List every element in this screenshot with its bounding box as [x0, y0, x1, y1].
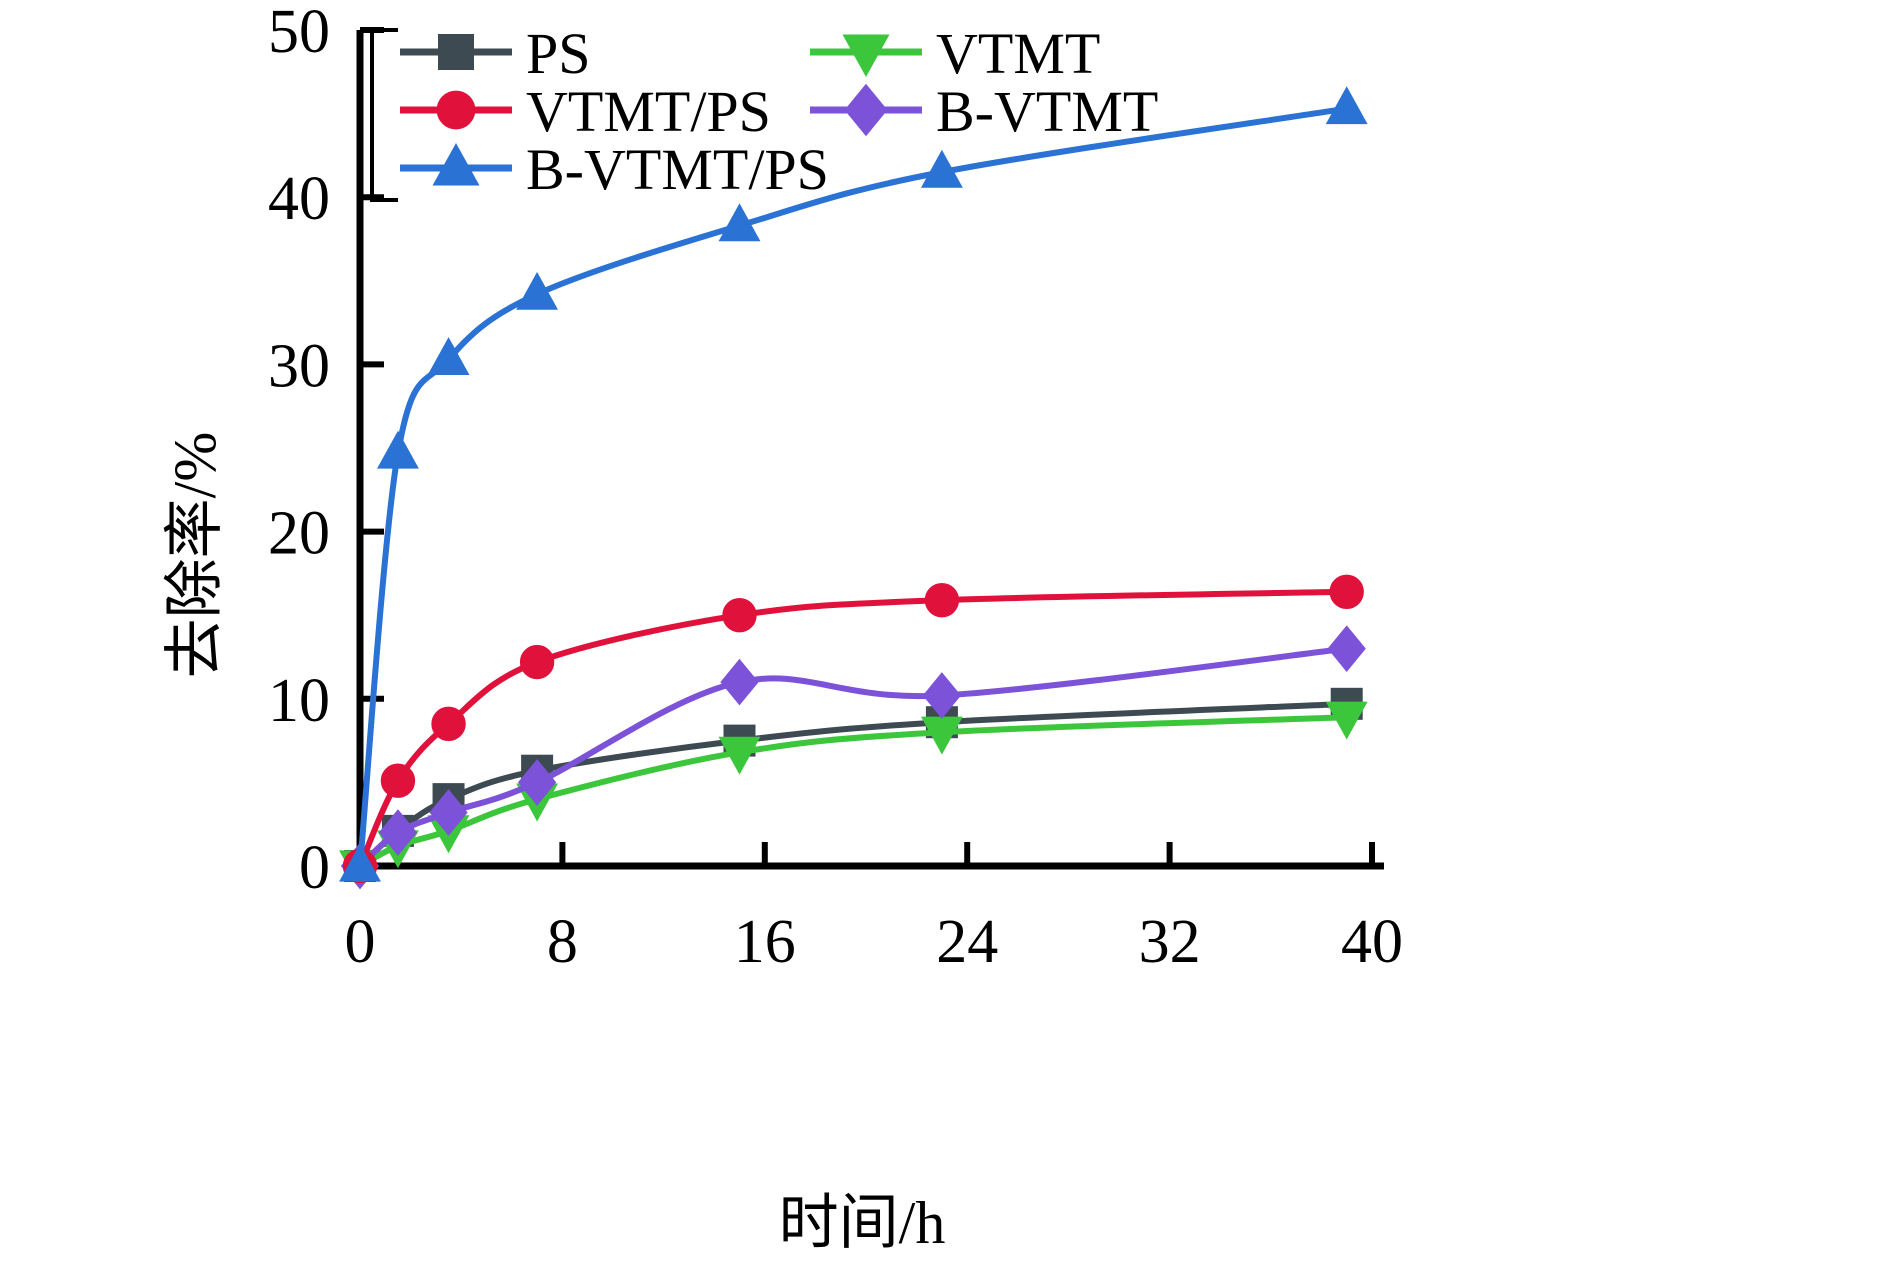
legend-label: B-VTMT [936, 79, 1158, 144]
data-point-triangle-up [377, 430, 419, 469]
data-point-triangle-up [339, 843, 381, 882]
data-point-triangle-up [432, 142, 480, 186]
data-point-square [438, 34, 474, 70]
data-point-circle [722, 598, 757, 633]
x-tick-label: 8 [547, 908, 578, 976]
legend-label: VTMT/PS [526, 79, 771, 144]
series-line [357, 714, 1350, 869]
legend-label: B-VTMT/PS [526, 137, 829, 202]
data-point-diamond [720, 658, 759, 706]
legend-bracket [370, 28, 398, 202]
data-point-circle [1329, 574, 1364, 609]
y-tick-label: 10 [268, 667, 330, 735]
x-tick-label: 40 [1341, 908, 1403, 976]
series-line [357, 700, 1350, 869]
data-point-triangle-up [427, 337, 470, 375]
legend-item-ps[interactable]: PS [400, 21, 591, 86]
x-tick-label: 32 [1139, 908, 1201, 976]
data-point-diamond [429, 789, 468, 836]
data-point-triangle-down [842, 34, 890, 78]
series-line [357, 105, 1350, 869]
data-point-circle [380, 763, 416, 798]
x-axis-title: 时间/h [779, 1190, 946, 1256]
legend-label: VTMT [936, 21, 1100, 86]
data-point-circle [436, 90, 476, 130]
y-tick-label: 20 [268, 500, 330, 568]
x-tick-label: 24 [936, 908, 998, 976]
data-point-triangle-up [516, 271, 559, 310]
legend-label: PS [526, 21, 591, 86]
data-point-triangle-up [718, 203, 761, 242]
legend-item-vtmt-ps[interactable]: VTMT/PS [400, 79, 771, 144]
y-tick-label: 50 [268, 0, 330, 66]
data-point-circle [924, 582, 960, 618]
series-b-vtmt-ps [339, 86, 1368, 882]
data-point-diamond [922, 672, 962, 719]
legend-item-b-vtmt-ps[interactable]: B-VTMT/PS [400, 137, 829, 202]
data-point-circle [431, 706, 466, 742]
series-line [357, 645, 1350, 869]
y-axis-title: 去除率/% [162, 432, 228, 679]
data-point-triangle-up [1325, 86, 1368, 125]
data-point-diamond [517, 759, 557, 806]
data-point-triangle-up [920, 149, 963, 188]
data-point-triangle-down [718, 736, 761, 775]
tick-labels-layer: 0 10 20 30 40 50 0 8 16 24 32 40 [268, 0, 1403, 976]
legend-item-vtmt[interactable]: VTMT [810, 21, 1100, 86]
data-point-diamond [1327, 625, 1366, 672]
legend-item-b-vtmt[interactable]: B-VTMT [810, 79, 1158, 144]
series-layer [339, 86, 1368, 890]
x-tick-label: 16 [734, 908, 796, 976]
data-point-triangle-down [1325, 701, 1368, 740]
series-line [357, 588, 1350, 869]
data-point-diamond [844, 83, 888, 137]
x-tick-label: 0 [345, 908, 376, 976]
legend: PS VTMT VTMT/PS B-VTMT B-VTMT/PS [370, 21, 1158, 202]
y-tick-label: 0 [299, 834, 330, 902]
y-tick-label: 40 [268, 165, 330, 233]
data-point-diamond [378, 809, 418, 856]
data-point-circle [519, 644, 555, 680]
y-tick-label: 30 [268, 332, 330, 400]
